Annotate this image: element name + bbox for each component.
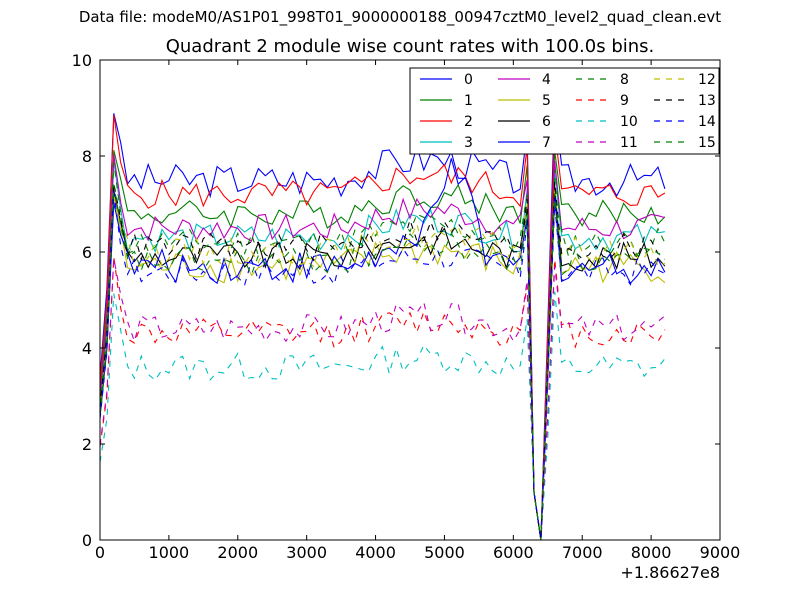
x-tick-label: 3000 bbox=[286, 543, 327, 562]
legend-label-13: 13 bbox=[698, 93, 716, 109]
series-layer bbox=[100, 104, 666, 540]
y-tick-label: 4 bbox=[82, 339, 92, 358]
series-line-0 bbox=[100, 104, 666, 540]
chart-title: Quadrant 2 module wise count rates with … bbox=[165, 36, 655, 57]
x-offset-label: +1.86627e8 bbox=[620, 563, 720, 582]
x-tick-label: 1000 bbox=[149, 543, 190, 562]
legend-label-9: 9 bbox=[620, 93, 629, 109]
legend-label-12: 12 bbox=[698, 72, 716, 88]
x-tick-label: 2000 bbox=[217, 543, 258, 562]
legend-label-8: 8 bbox=[620, 72, 629, 88]
series-line-3 bbox=[100, 161, 665, 540]
series-line-6 bbox=[100, 186, 666, 540]
y-tick-label: 2 bbox=[82, 435, 92, 454]
legend-label-4: 4 bbox=[542, 72, 551, 88]
series-line-10 bbox=[100, 291, 666, 540]
y-tick-label: 10 bbox=[72, 51, 92, 70]
series-line-2 bbox=[100, 114, 666, 540]
x-tick-label: 8000 bbox=[631, 543, 672, 562]
series-line-13 bbox=[100, 181, 665, 540]
legend-label-5: 5 bbox=[542, 93, 551, 109]
legend-label-10: 10 bbox=[620, 114, 638, 130]
series-line-4 bbox=[100, 154, 666, 540]
ticks-layer: 0 1000 2000 3000 4000 5000 6000 7000 8000 9000 0 2 4… bbox=[72, 51, 741, 562]
legend-box bbox=[409, 67, 720, 155]
legend-label-14: 14 bbox=[698, 114, 716, 130]
series-line-11 bbox=[100, 258, 666, 540]
series-line-7 bbox=[100, 158, 666, 540]
legend-label-1: 1 bbox=[464, 93, 473, 109]
series-line-15 bbox=[100, 184, 666, 540]
y-tick-label: 8 bbox=[82, 147, 92, 166]
x-tick-label: 0 bbox=[95, 543, 105, 562]
x-tick-label: 4000 bbox=[355, 543, 396, 562]
series-line-9 bbox=[100, 256, 666, 540]
legend-label-15: 15 bbox=[698, 135, 716, 151]
x-tick-label: 6000 bbox=[493, 543, 534, 562]
x-tick-label: 9000 bbox=[700, 543, 741, 562]
series-line-12 bbox=[100, 184, 666, 540]
plot-frame bbox=[99, 59, 721, 541]
series-line-5 bbox=[100, 196, 666, 540]
legend-label-7: 7 bbox=[542, 135, 551, 151]
legend-label-11: 11 bbox=[620, 135, 638, 151]
legend-label-6: 6 bbox=[542, 114, 551, 130]
legend-label-2: 2 bbox=[464, 114, 473, 130]
suptitle: Data file: modeM0/AS1P01_998T01_90000001… bbox=[78, 8, 722, 26]
x-tick-label: 7000 bbox=[562, 543, 603, 562]
y-tick-label: 6 bbox=[82, 243, 92, 262]
legend-label-3: 3 bbox=[464, 135, 473, 151]
series-line-14 bbox=[100, 191, 666, 540]
legend-label-0: 0 bbox=[464, 72, 473, 88]
series-line-1 bbox=[100, 150, 666, 540]
y-tick-label: 0 bbox=[82, 531, 92, 550]
x-tick-label: 5000 bbox=[424, 543, 465, 562]
